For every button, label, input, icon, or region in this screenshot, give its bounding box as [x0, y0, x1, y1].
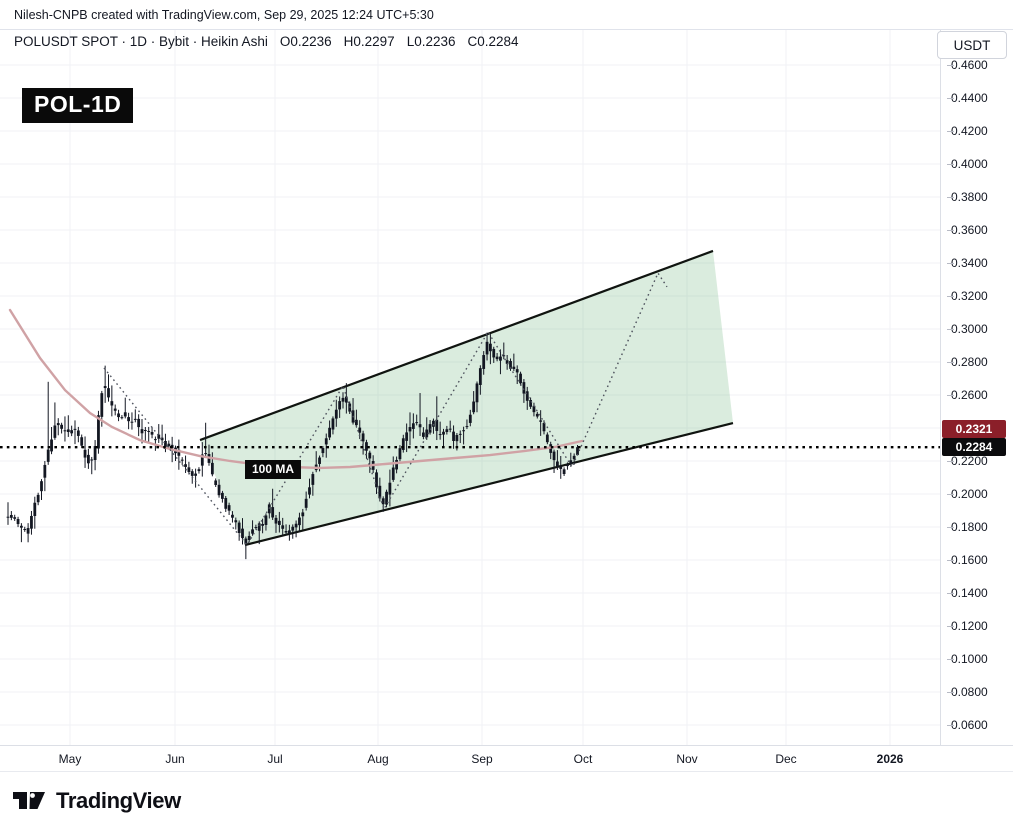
- price-tick-label: 0.4000: [947, 156, 988, 172]
- price-tick-mark: [947, 692, 954, 694]
- price-axis[interactable]: 0.2321 0.2284 0.0600 0.0800 0.1000 0.1200 0.…: [940, 30, 1013, 745]
- ohlc-high: H 0.2297: [343, 34, 395, 49]
- price-tick-mark: [947, 461, 954, 462]
- price-tick-mark: [947, 527, 954, 529]
- symbol-legend-row: POLUSDT SPOT · 1D · Bybit · Heikin Ashi …: [14, 34, 519, 49]
- price-tick-mark: [947, 329, 954, 330]
- ma-value-badge: 0.2321: [942, 420, 1006, 438]
- price-tick-mark: [947, 262, 954, 264]
- price-tick-label: 0.0800: [947, 684, 988, 700]
- price-tick-mark: [947, 362, 954, 363]
- price-tick-mark: [947, 593, 954, 595]
- zigzag-projection-drawing: [103, 271, 668, 547]
- price-tick-label: 0.3000: [947, 321, 988, 337]
- ohlc-open: O 0.2236: [279, 34, 332, 49]
- footer: TradingView: [0, 772, 1013, 833]
- price-tick-label: 0.4400: [947, 90, 988, 106]
- tradingview-logo-icon: [13, 792, 45, 809]
- symbol-title[interactable]: POLUSDT SPOT · 1D · Bybit · Heikin Ashi: [14, 34, 268, 49]
- price-tick-mark: [947, 97, 954, 99]
- attribution-text: Nilesh-CNPB created with TradingView.com…: [14, 7, 434, 22]
- time-axis-label: Aug: [367, 752, 389, 766]
- price-tick-label: 0.3200: [947, 288, 988, 304]
- price-tick-mark: [947, 560, 954, 562]
- price-tick-label: 0.1400: [947, 585, 988, 601]
- price-tick-mark: [947, 494, 954, 496]
- time-axis-label: 2026: [876, 752, 904, 766]
- time-axis-label: Jul: [267, 752, 283, 766]
- chart-text-label-pol-1d: POL-1D: [22, 88, 134, 123]
- time-axis-label: May: [58, 752, 82, 766]
- price-tick-label: 0.1600: [947, 552, 988, 568]
- price-tick-mark: [947, 296, 954, 297]
- price-tick-label: 0.4600: [947, 57, 988, 73]
- price-tick-label: 0.1000: [947, 651, 988, 667]
- last-price-badge: 0.2284: [942, 438, 1006, 456]
- tradingview-logo[interactable]: TradingView: [13, 787, 181, 814]
- ma-100-tag: 100 MA: [245, 460, 302, 479]
- channel-drawing: [199, 249, 734, 547]
- header-bar: Nilesh-CNPB created with TradingView.com…: [0, 0, 1013, 30]
- chart-canvas[interactable]: [0, 30, 941, 745]
- price-tick-label: 0.1200: [947, 618, 988, 634]
- time-axis[interactable]: May Jun Jul Aug Sep Oct Nov Dec 2026: [0, 745, 1013, 772]
- time-axis-label: Dec: [775, 752, 797, 766]
- price-tick-label: 0.4200: [947, 123, 988, 139]
- price-tick-mark: [947, 163, 954, 165]
- price-tick-label: 0.3600: [947, 222, 988, 238]
- price-tick-mark: [947, 659, 954, 661]
- price-tick-label: 0.1800: [947, 519, 988, 535]
- price-tick-mark: [947, 395, 954, 396]
- price-tick-mark: [947, 64, 954, 66]
- ohlc-low: L 0.2236: [406, 34, 456, 49]
- price-tick-mark: [947, 130, 954, 132]
- price-tick-mark: [947, 196, 954, 198]
- ohlc-close: C 0.2284: [467, 34, 519, 49]
- price-tick-label: 0.2200: [947, 453, 988, 469]
- price-tick-label: 0.3800: [947, 189, 988, 205]
- price-tick-label: 0.3400: [947, 255, 988, 271]
- price-tick-label: 0.2800: [947, 354, 988, 370]
- time-axis-label: Jun: [165, 752, 185, 766]
- tradingview-logo-text: TradingView: [56, 787, 181, 813]
- time-axis-label: Sep: [471, 752, 493, 766]
- price-tick-label: 0.0600: [947, 717, 988, 733]
- time-axis-label: Oct: [573, 752, 593, 766]
- currency-usdt-button[interactable]: USDT: [937, 31, 1007, 59]
- price-tick-mark: [947, 725, 954, 727]
- price-tick-mark: [947, 229, 954, 231]
- price-tick-mark: [947, 626, 954, 628]
- price-tick-label: 0.2600: [947, 387, 988, 403]
- grid-layer: [0, 30, 941, 745]
- time-axis-label: Nov: [676, 752, 698, 766]
- price-tick-label: 0.2000: [947, 486, 988, 502]
